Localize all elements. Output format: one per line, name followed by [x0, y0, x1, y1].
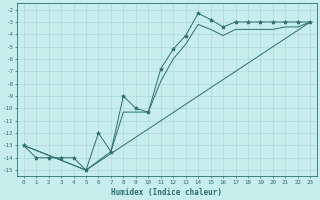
X-axis label: Humidex (Indice chaleur): Humidex (Indice chaleur): [111, 188, 222, 197]
